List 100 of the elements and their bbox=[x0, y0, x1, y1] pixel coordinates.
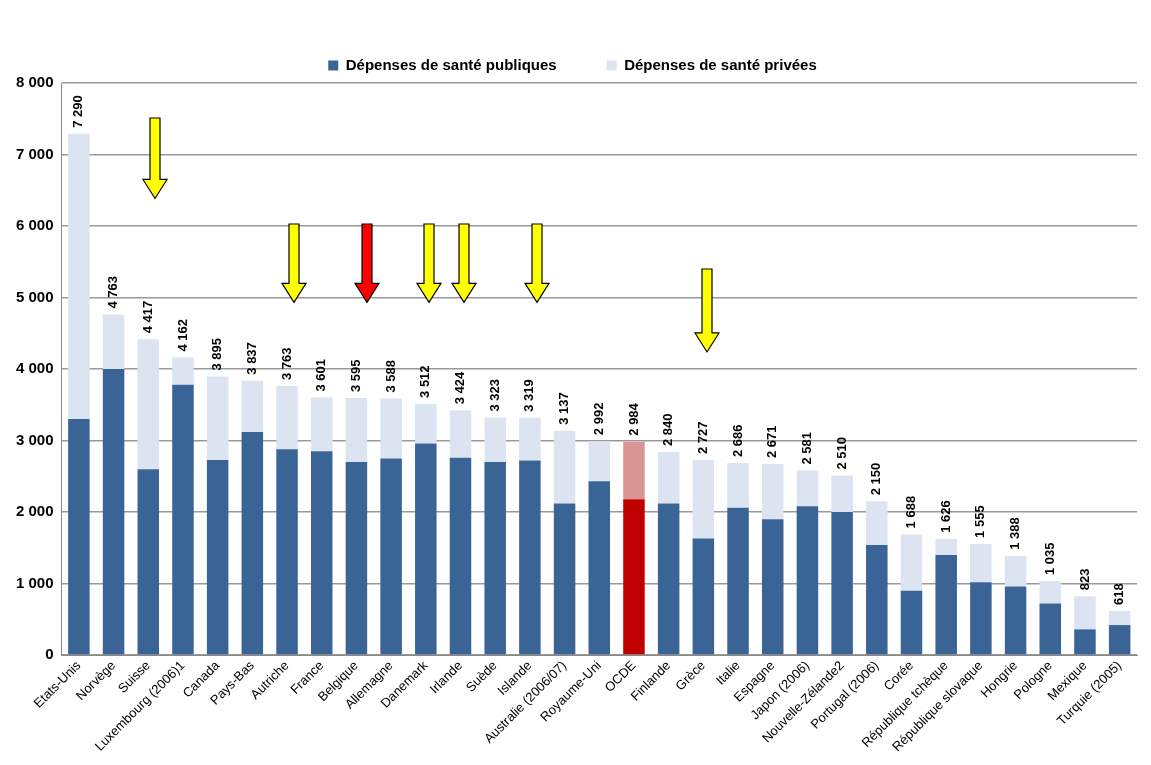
total-label: 2 671 bbox=[764, 425, 780, 459]
y-tick-label: 0 bbox=[45, 645, 54, 663]
bar bbox=[380, 458, 402, 655]
total-label: 3 319 bbox=[521, 379, 537, 412]
y-tick-label: 1 000 bbox=[15, 573, 54, 591]
bar bbox=[172, 357, 194, 385]
bar bbox=[1074, 596, 1096, 630]
bar bbox=[935, 538, 957, 555]
bar bbox=[415, 443, 437, 655]
bar bbox=[657, 452, 680, 504]
bar bbox=[727, 463, 749, 508]
y-tick-label: 3 000 bbox=[15, 430, 54, 448]
bar bbox=[588, 441, 611, 482]
bar bbox=[623, 499, 645, 655]
bar bbox=[900, 534, 923, 591]
bar bbox=[935, 554, 957, 655]
bar bbox=[310, 397, 333, 452]
total-label: 2 150 bbox=[868, 462, 884, 496]
total-label: 3 763 bbox=[278, 347, 294, 380]
bar bbox=[241, 431, 264, 655]
bar bbox=[449, 457, 472, 655]
total-label: 1 388 bbox=[1007, 517, 1023, 550]
total-label: 3 512 bbox=[417, 365, 433, 398]
bar bbox=[970, 582, 992, 655]
total-label: 1 555 bbox=[972, 505, 988, 538]
y-tick-label: 2 000 bbox=[15, 502, 54, 520]
total-label: 3 588 bbox=[382, 359, 398, 393]
y-tick-label: 4 000 bbox=[15, 359, 54, 377]
bar bbox=[900, 590, 923, 655]
bar bbox=[484, 462, 506, 655]
total-label: 2 581 bbox=[799, 431, 814, 465]
total-label: 4 763 bbox=[105, 275, 121, 309]
bar bbox=[102, 314, 125, 370]
bar bbox=[380, 398, 402, 459]
bar bbox=[1108, 610, 1131, 626]
y-tick-label: 8 000 bbox=[15, 73, 54, 91]
bar bbox=[206, 376, 229, 460]
y-tick-label: 6 000 bbox=[15, 216, 54, 234]
bar bbox=[588, 481, 611, 655]
total-label: 3 837 bbox=[243, 342, 259, 375]
bar bbox=[1039, 581, 1062, 604]
total-label: 3 137 bbox=[556, 392, 572, 425]
bar bbox=[657, 503, 680, 655]
total-label: 1 035 bbox=[1041, 542, 1057, 576]
total-label: 2 992 bbox=[590, 402, 606, 436]
bar bbox=[831, 512, 853, 655]
bar bbox=[206, 459, 229, 655]
bar bbox=[692, 460, 715, 539]
bar bbox=[68, 133, 90, 420]
bar bbox=[796, 506, 819, 655]
bar bbox=[1074, 629, 1096, 655]
legend-label: Dépenses de santé privées bbox=[624, 55, 817, 73]
bar bbox=[102, 369, 125, 655]
bar bbox=[484, 417, 506, 463]
total-label: 2 686 bbox=[729, 424, 745, 458]
bar bbox=[692, 538, 715, 655]
bar bbox=[761, 519, 784, 655]
bar bbox=[553, 503, 576, 655]
total-label: 618 bbox=[1111, 583, 1127, 605]
bar bbox=[519, 417, 541, 461]
total-label: 2 510 bbox=[833, 437, 849, 470]
bar bbox=[761, 464, 784, 520]
bar bbox=[241, 380, 264, 432]
bar bbox=[310, 451, 333, 655]
bar bbox=[345, 462, 368, 655]
bar bbox=[137, 469, 160, 655]
legend-label: Dépenses de santé publiques bbox=[345, 55, 557, 73]
total-label: 3 895 bbox=[209, 338, 225, 371]
bar bbox=[1108, 625, 1131, 655]
bar bbox=[68, 419, 90, 655]
bar bbox=[970, 543, 992, 583]
y-tick-label: 5 000 bbox=[15, 287, 54, 305]
bar bbox=[1004, 555, 1027, 587]
bar bbox=[623, 441, 645, 500]
total-label: 7 290 bbox=[70, 95, 86, 128]
bar bbox=[866, 544, 888, 655]
total-label: 2 840 bbox=[660, 413, 676, 447]
bar bbox=[276, 386, 298, 450]
bar bbox=[345, 398, 368, 463]
total-label: 1 688 bbox=[903, 495, 919, 529]
total-label: 3 595 bbox=[348, 359, 363, 393]
total-label: 823 bbox=[1076, 568, 1092, 591]
total-label: 3 601 bbox=[313, 359, 329, 392]
total-label: 2 984 bbox=[625, 402, 641, 436]
bar bbox=[866, 501, 888, 545]
bar bbox=[519, 460, 541, 655]
bar bbox=[1004, 586, 1027, 655]
total-label: 3 323 bbox=[486, 378, 502, 412]
total-label: 2 727 bbox=[694, 421, 710, 455]
total-label: 4 162 bbox=[174, 318, 190, 352]
bar bbox=[415, 403, 437, 444]
bar bbox=[137, 339, 160, 470]
bar bbox=[796, 470, 819, 507]
bar bbox=[1039, 603, 1062, 655]
y-tick-label: 7 000 bbox=[15, 144, 54, 162]
bar bbox=[276, 449, 298, 655]
bar bbox=[727, 507, 749, 655]
total-label: 1 626 bbox=[937, 500, 953, 533]
total-label: 4 417 bbox=[139, 300, 155, 334]
bar bbox=[449, 410, 472, 458]
